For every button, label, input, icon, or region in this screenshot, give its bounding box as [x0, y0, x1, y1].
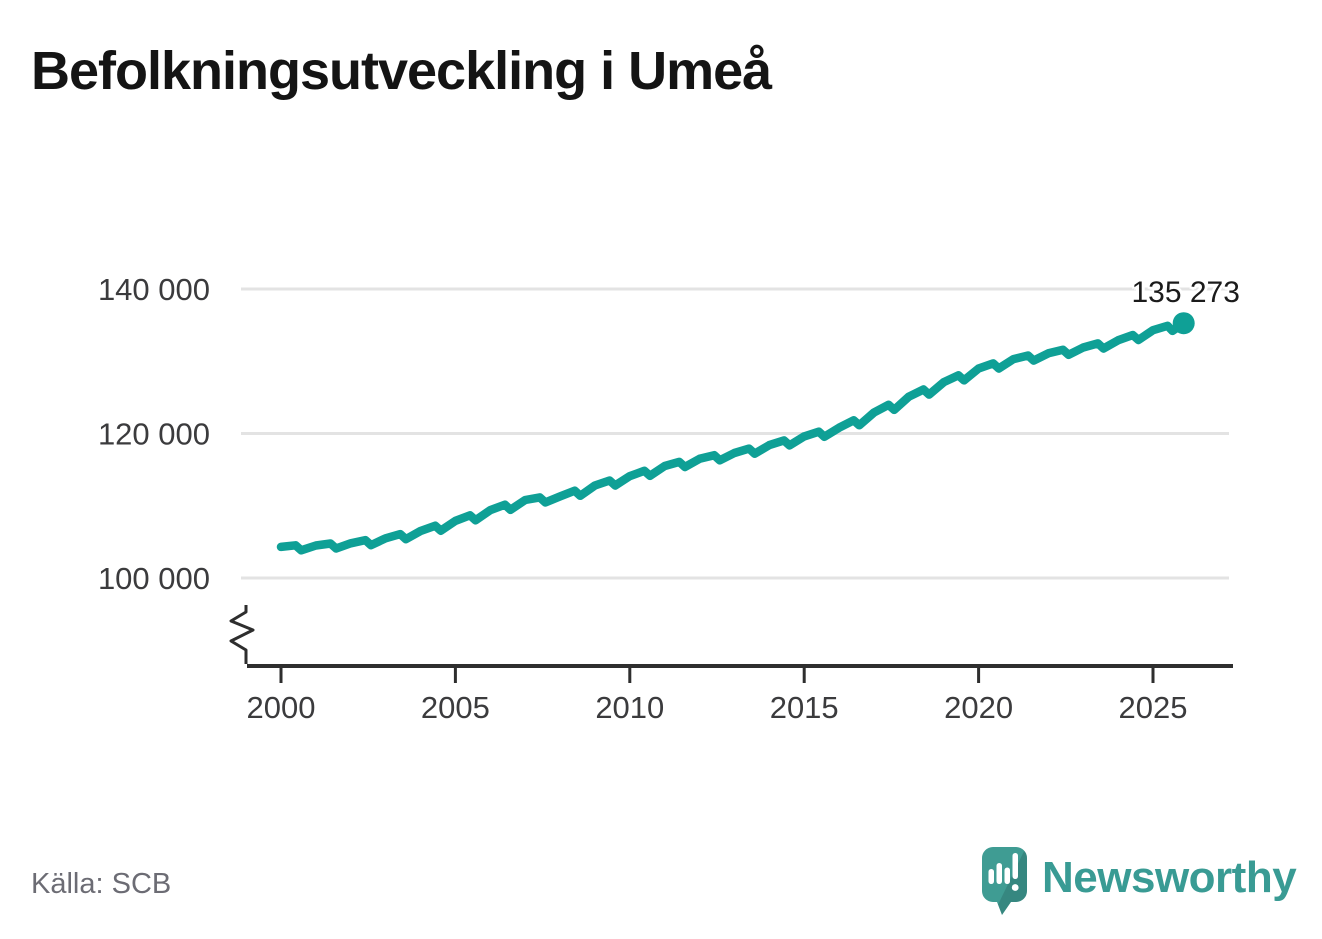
- logo-bubble-shade: [993, 849, 1027, 915]
- y-tick-label: 120 000: [98, 417, 210, 452]
- y-tick-label: 100 000: [98, 561, 210, 596]
- source-label: Källa: SCB: [31, 868, 172, 900]
- axis-break-icon: [229, 605, 255, 664]
- x-tick-label: 2005: [421, 690, 490, 725]
- x-tick-label: 2010: [595, 690, 664, 725]
- axis-ticks-group: 140 000 120 000 100 000 2000 2005 2010 2015 202…: [98, 272, 1188, 725]
- logo-bar-chart-glyph: [988, 853, 1019, 891]
- x-axis: [229, 605, 1233, 668]
- end-value-label: 135 273: [1131, 276, 1240, 310]
- gridlines-group: [241, 287, 1229, 580]
- x-tick-label: 2025: [1119, 690, 1188, 725]
- newsworthy-logo-icon: [982, 847, 1027, 915]
- x-tick-label: 2000: [247, 690, 316, 725]
- newsworthy-branding: Newsworthy: [980, 845, 1300, 920]
- population-line: [276, 318, 1188, 555]
- end-point-dot: [1172, 312, 1195, 335]
- x-tick-label: 2020: [944, 690, 1013, 725]
- chart-title: Befolkningsutveckling i Umeå: [31, 41, 772, 101]
- y-tick-label: 140 000: [98, 272, 210, 307]
- x-tick-label: 2015: [770, 690, 839, 725]
- newsworthy-wordmark: Newsworthy: [1042, 853, 1297, 902]
- data-series-group: [276, 312, 1195, 555]
